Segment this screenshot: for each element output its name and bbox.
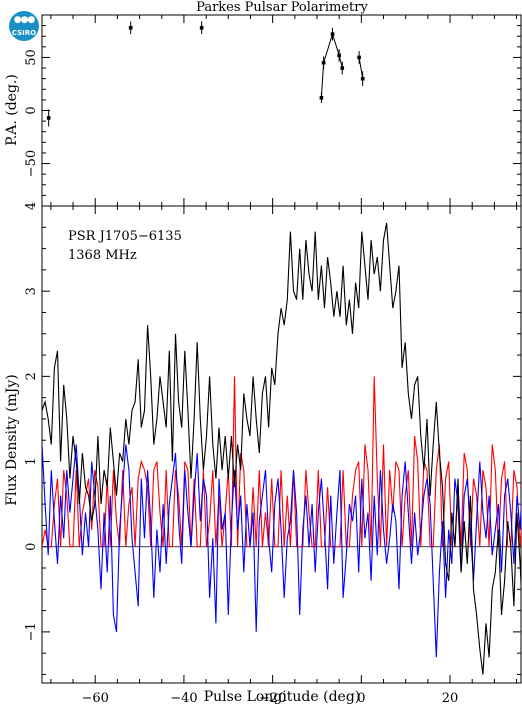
x-tick-label: −20 (259, 691, 286, 706)
pa-point (357, 55, 361, 60)
pulsar-name-annotation: PSR J1705−6135 (68, 229, 182, 244)
pa-y-tick-label: 0 (24, 106, 39, 114)
flux-axis-label: Flux Density (mJy) (4, 374, 20, 505)
logo-text: CSIRO (11, 29, 37, 37)
csiro-logo: ●●● CSIRO (9, 11, 39, 41)
pa-point (321, 60, 326, 65)
pa-point (360, 76, 365, 81)
flux-y-tick-label: −1 (24, 622, 39, 641)
flux-series-line (42, 376, 521, 548)
frequency-annotation: 1368 MHz (68, 248, 137, 263)
x-tick-label: 0 (357, 691, 365, 706)
pa-point (46, 116, 51, 120)
flux-series-line (42, 444, 521, 658)
x-tick-label: −60 (82, 691, 109, 706)
pa-y-tick-label: 50 (24, 49, 39, 66)
flux-y-tick-label: 1 (24, 457, 39, 465)
pa-y-tick-label: −50 (24, 150, 39, 177)
flux-y-tick-label: 2 (24, 372, 39, 380)
x-axis-label: Pulse Longitude (deg) (204, 689, 361, 705)
pa-point (319, 95, 324, 100)
pa-axis-label: P.A. (deg.) (4, 74, 20, 146)
pa-point (337, 53, 341, 58)
x-tick-label: −40 (170, 691, 197, 706)
flux-series-line (42, 222, 521, 675)
x-tick-label: 20 (442, 691, 459, 706)
pa-point (128, 25, 133, 30)
flux-y-tick-label: 0 (24, 543, 39, 551)
pa-point (330, 32, 335, 36)
flux-y-tick-label: 3 (24, 287, 39, 295)
flux-y-tick-label: 4 (24, 202, 39, 210)
pa-connector (358, 57, 364, 79)
logo-rays-icon: ●●● (13, 15, 36, 25)
chart-title: Parkes Pulsar Polarimetry (196, 0, 368, 15)
pa-point (199, 25, 204, 30)
pa-panel-frame (41, 14, 522, 207)
pa-point (340, 66, 345, 70)
pa-connector (320, 32, 343, 98)
